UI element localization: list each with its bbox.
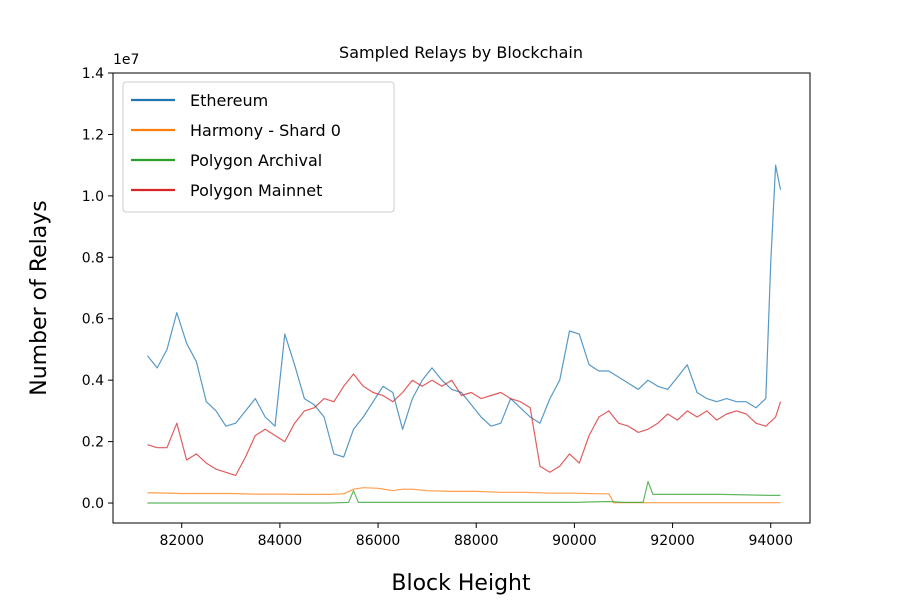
x-tick-label: 92000 [650,533,695,549]
plot-frame [112,72,811,524]
y-axis-label: Number of Relays [27,200,52,395]
legend-label-3: Polygon Mainnet [190,181,322,200]
legend-label-0: Ethereum [190,91,268,110]
x-tick-label: 84000 [258,533,303,549]
y-tick-label: 0.0 [82,496,104,512]
x-tick-label: 94000 [748,533,793,549]
y-tick-label: 1.0 [82,189,104,205]
x-tick-label: 88000 [454,533,499,549]
series-layer [146,164,782,504]
y-tick-label: 0.8 [82,250,104,266]
series-line-3 [147,373,782,476]
legend-box [122,81,395,213]
x-tick-label: 82000 [159,533,204,549]
x-tick-label: 90000 [552,533,597,549]
series-line-0 [146,164,782,458]
legend-label-1: Harmony - Shard 0 [190,121,341,140]
y-tick-label: 0.2 [82,435,104,451]
y-tick-label: 1.4 [82,66,104,82]
series-line-1 [147,487,781,504]
y-tick-label: 0.4 [82,373,104,389]
series-line-2 [147,480,781,504]
y-offset-label: 1e7 [113,52,139,68]
x-axis: 82000 84000 86000 88000 90000 92000 94000 [159,523,793,549]
x-axis-label: Block Height [391,571,531,596]
legend: Ethereum Harmony - Shard 0 Polygon Archiva… [122,81,395,213]
legend-label-2: Polygon Archival [190,151,322,170]
x-tick-label: 86000 [356,533,401,549]
y-tick-label: 1.2 [82,127,104,143]
y-axis: 0.0 0.2 0.4 0.6 0.8 1.0 1.2 1.4 [82,66,113,512]
y-tick-label: 0.6 [82,312,104,328]
chart-title: Sampled Relays by Blockchain [339,43,583,62]
